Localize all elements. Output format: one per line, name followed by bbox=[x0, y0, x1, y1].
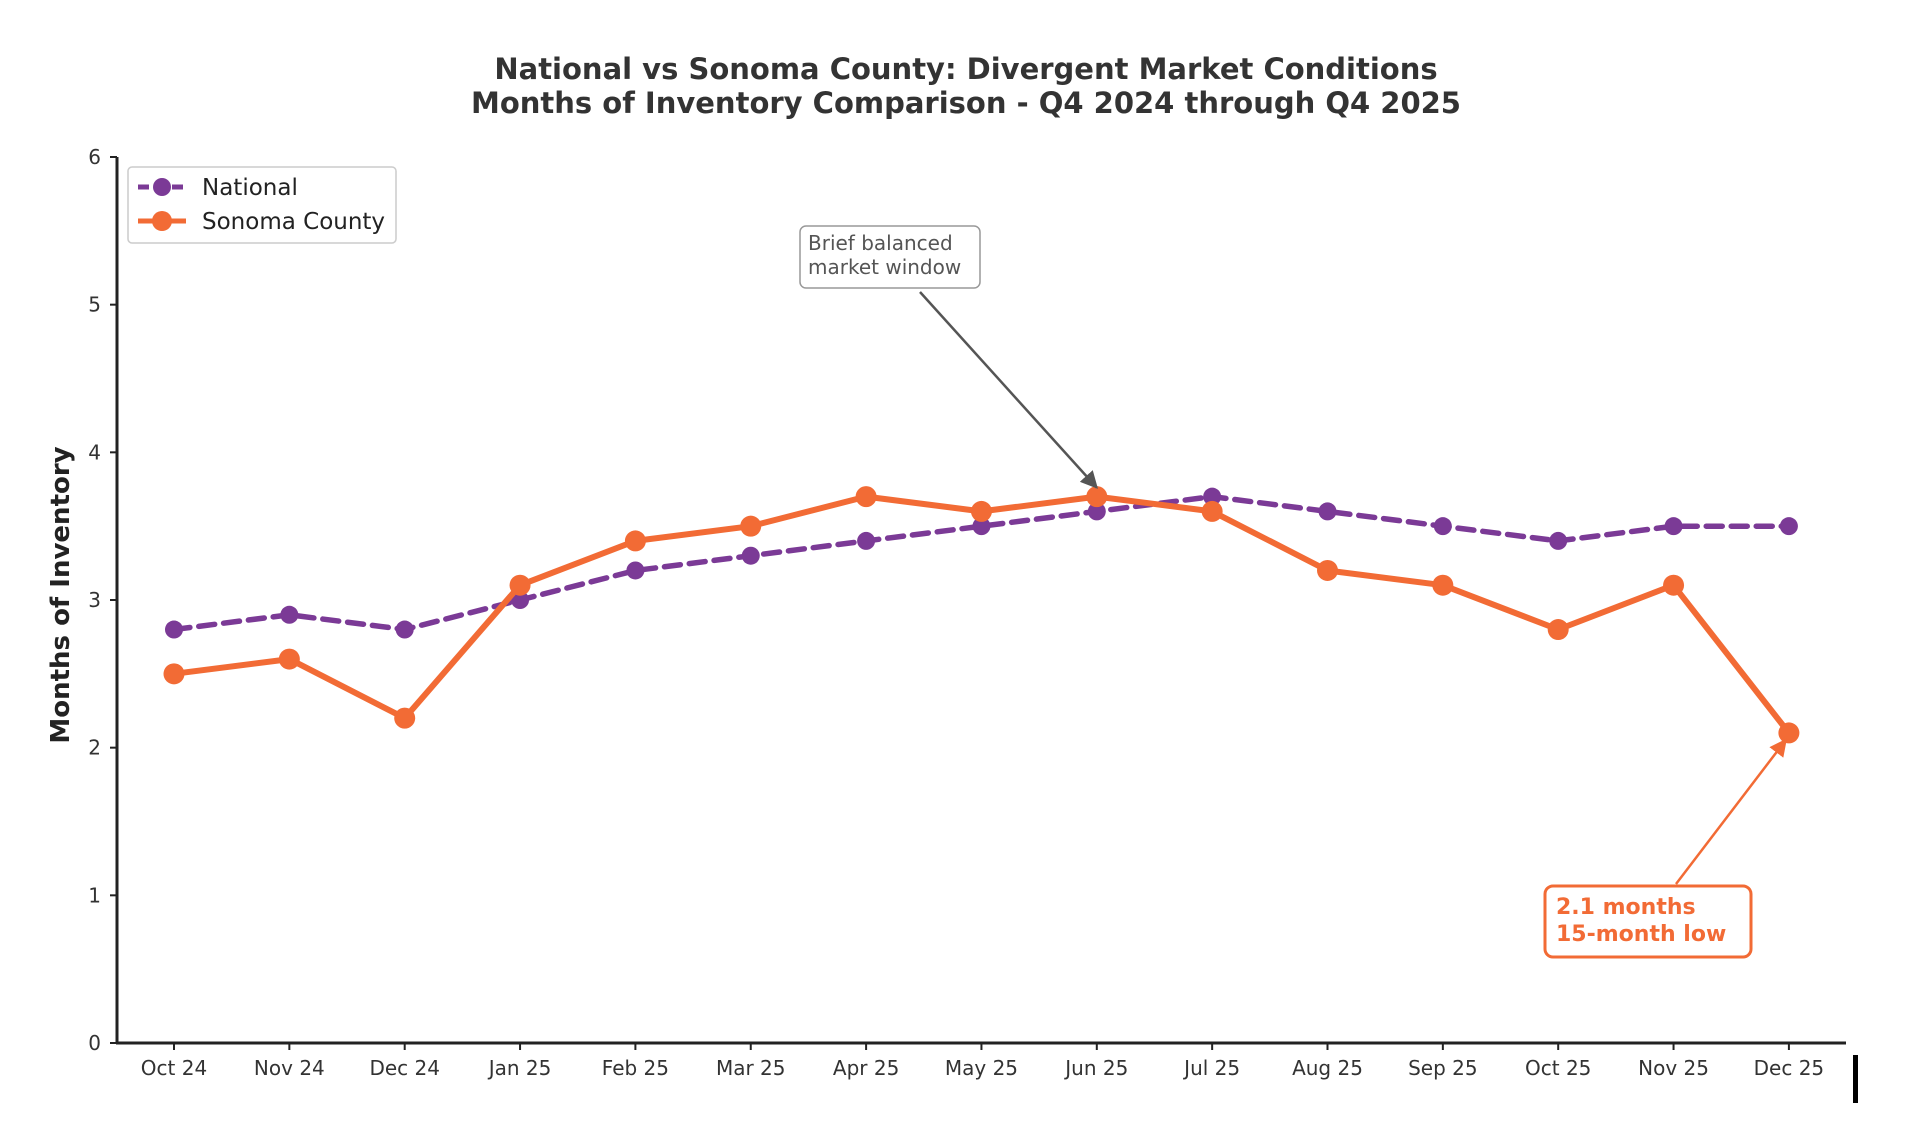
data-point-national bbox=[1664, 517, 1683, 536]
x-ticks: Oct 24 Nov 24 Dec 24 Jan 25 Feb 25 Mar 25 Apr … bbox=[141, 1043, 1824, 1080]
data-point-national bbox=[1318, 502, 1337, 521]
x-tick-label: Jan 25 bbox=[487, 1056, 552, 1080]
data-point-sonoma bbox=[624, 530, 646, 552]
data-point-national bbox=[1433, 517, 1452, 536]
chart-title: National vs Sonoma County: Divergent Mar… bbox=[494, 52, 1437, 86]
x-tick-label: Oct 25 bbox=[1525, 1056, 1591, 1080]
chart-title-group: National vs Sonoma County: Divergent Mar… bbox=[471, 52, 1461, 120]
data-point-sonoma bbox=[1432, 574, 1454, 596]
data-point-sonoma bbox=[163, 663, 185, 685]
data-point-national bbox=[395, 620, 414, 639]
data-point-sonoma bbox=[1663, 574, 1685, 596]
data-point-national bbox=[1203, 487, 1222, 506]
data-point-sonoma bbox=[509, 574, 531, 596]
annotation-text: 2.1 months bbox=[1556, 895, 1696, 920]
text-cursor bbox=[1853, 1055, 1858, 1103]
data-point-national bbox=[972, 517, 991, 536]
annotation-box bbox=[1543, 884, 1753, 959]
annotation-text: market window bbox=[808, 255, 961, 279]
x-tick-label: May 25 bbox=[945, 1056, 1018, 1080]
data-point-sonoma bbox=[740, 515, 762, 537]
x-tick-label: Dec 25 bbox=[1754, 1056, 1825, 1080]
data-point-national bbox=[280, 605, 299, 624]
data-point-sonoma bbox=[855, 486, 877, 508]
data-point-national bbox=[741, 546, 760, 565]
x-tick-label: Jun 25 bbox=[1063, 1056, 1128, 1080]
data-point-national bbox=[1087, 502, 1106, 521]
y-tick-label: 4 bbox=[88, 440, 101, 464]
x-tick-label: Apr 25 bbox=[833, 1056, 899, 1080]
data-point-sonoma bbox=[1547, 619, 1569, 641]
annotation-text: Brief balanced bbox=[808, 231, 953, 255]
y-axis-label: Months of Inventory bbox=[46, 446, 76, 743]
y-tick-label: 1 bbox=[88, 883, 101, 907]
y-tick-label: 0 bbox=[88, 1031, 101, 1055]
legend-label-sonoma: Sonoma County bbox=[202, 209, 385, 235]
y-ticks: 0 1 2 3 4 5 6 bbox=[88, 145, 117, 1055]
y-tick-label: 2 bbox=[88, 736, 101, 760]
data-point-national bbox=[857, 531, 876, 550]
data-point-national bbox=[165, 620, 183, 639]
y-tick-label: 5 bbox=[88, 293, 101, 317]
series-layer bbox=[163, 486, 1800, 744]
data-point-sonoma bbox=[1086, 486, 1108, 508]
legend-marker-national bbox=[153, 178, 171, 196]
annotation-box bbox=[799, 225, 981, 289]
annotation-arrow bbox=[1675, 738, 1787, 885]
data-point-sonoma bbox=[1201, 500, 1223, 522]
series-sonoma bbox=[163, 486, 1800, 744]
y-tick-label: 6 bbox=[88, 145, 101, 169]
data-point-national bbox=[511, 591, 530, 609]
legend-label-national: National bbox=[202, 175, 298, 201]
annotation-text: 15-month low bbox=[1556, 922, 1726, 947]
x-tick-label: Sep 25 bbox=[1408, 1056, 1478, 1080]
axes bbox=[115, 157, 1846, 1045]
data-point-sonoma bbox=[970, 500, 992, 522]
x-tick-label: Nov 25 bbox=[1638, 1056, 1709, 1080]
data-point-sonoma bbox=[1317, 559, 1338, 581]
data-point-sonoma bbox=[1778, 722, 1800, 744]
series-line-national bbox=[171, 493, 1792, 633]
x-tick-label: Oct 24 bbox=[141, 1056, 207, 1080]
chart-subtitle: Months of Inventory Comparison - Q4 2024… bbox=[471, 86, 1461, 120]
x-tick-label: Mar 25 bbox=[716, 1056, 786, 1080]
series-national bbox=[165, 487, 1798, 639]
data-point-sonoma bbox=[394, 707, 416, 729]
data-point-national bbox=[1779, 517, 1798, 536]
legend-frame bbox=[127, 166, 397, 244]
legend: National Sonoma County bbox=[127, 166, 397, 244]
annotation-arrow bbox=[919, 291, 1098, 489]
data-point-sonoma bbox=[278, 648, 300, 670]
legend-marker-sonoma bbox=[152, 211, 172, 231]
x-tick-label: Jul 25 bbox=[1182, 1056, 1240, 1080]
data-point-national bbox=[626, 561, 645, 580]
x-tick-label: Feb 25 bbox=[602, 1056, 669, 1080]
x-tick-label: Nov 24 bbox=[254, 1056, 325, 1080]
y-tick-label: 3 bbox=[88, 588, 101, 612]
data-point-national bbox=[1549, 531, 1568, 550]
x-tick-label: Aug 25 bbox=[1292, 1056, 1363, 1080]
x-tick-label: Dec 24 bbox=[369, 1056, 440, 1080]
